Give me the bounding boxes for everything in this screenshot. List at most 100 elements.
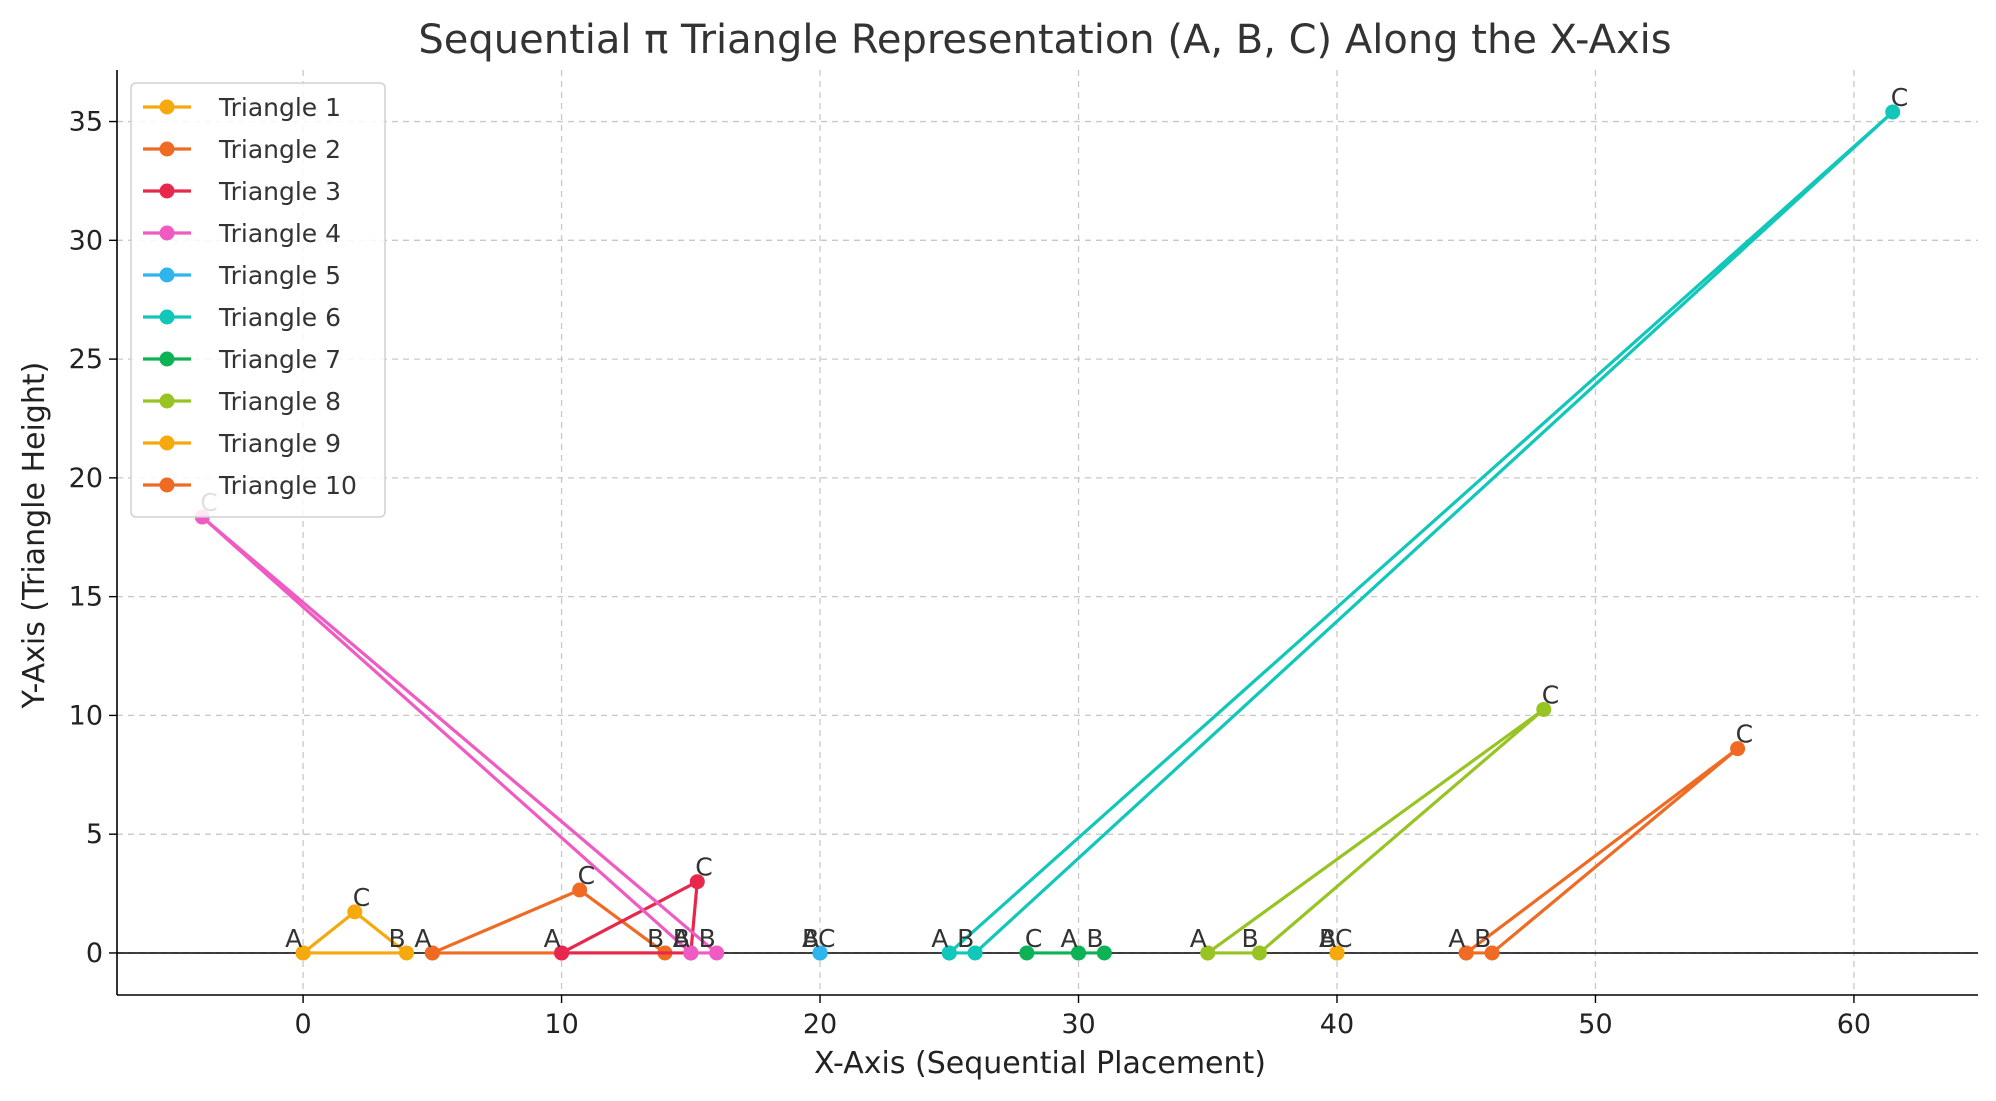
data-point [554,945,570,961]
y-tick-label: 5 [86,819,103,850]
point-labels-layer: ABCABCABCABCABCABCABCABCABCABC [200,83,1908,953]
data-point [683,945,699,961]
data-point [1071,945,1087,961]
x-tick-label: 30 [1061,1009,1095,1040]
legend-item: Triangle 3 [143,177,341,206]
series-triangle-8 [1200,701,1552,961]
series-triangle-7 [1019,945,1112,961]
point-label-a: A [1061,924,1078,953]
legend-swatch-marker [159,267,175,283]
legend-swatch-marker [159,183,175,199]
data-point [1484,945,1500,961]
series-layer [194,104,1901,961]
data-point [1536,701,1552,717]
series-triangle-1 [295,904,414,961]
data-point [967,945,983,961]
series-triangle-10 [1458,741,1746,961]
point-label-c: C [1025,924,1042,953]
point-label-b: B [802,924,819,953]
point-label-b: B [1241,924,1258,953]
legend-label: Triangle 3 [218,177,341,206]
data-point [1458,945,1474,961]
point-label-b: B [1474,924,1491,953]
legend-item: Triangle 6 [143,303,341,332]
legend-label: Triangle 10 [218,471,357,500]
legend-swatch-marker [159,309,175,325]
point-label-c: C [353,883,370,912]
data-point [1019,945,1035,961]
series-triangle-5 [812,945,828,961]
y-tick-label: 0 [86,938,103,969]
data-point [1251,945,1267,961]
legend-item: Triangle 9 [143,429,341,458]
data-point [941,945,957,961]
point-label-a: A [1190,924,1207,953]
legend-item: Triangle 4 [143,219,341,248]
series-line [302,910,409,955]
x-tick-label: 60 [1837,1009,1871,1040]
point-label-b: B [647,924,664,953]
legend-label: Triangle 6 [218,303,341,332]
x-tick-label: 20 [803,1009,837,1040]
x-tick-label: 10 [544,1009,578,1040]
x-tick-label: 50 [1578,1009,1612,1040]
x-axis-label: X-Axis (Sequential Placement) [814,1046,1266,1081]
legend-label: Triangle 2 [218,135,341,164]
point-label-c: C [1335,924,1352,953]
legend-label: Triangle 5 [218,261,341,290]
legend-item: Triangle 7 [143,345,341,374]
legend-label: Triangle 8 [218,387,341,416]
legend-swatch-marker [159,225,175,241]
point-label-a: A [1319,924,1336,953]
y-tick-label: 20 [69,463,103,494]
data-point [1096,945,1112,961]
data-point [1200,945,1216,961]
legend-item: Triangle 10 [143,471,357,500]
point-label-a: A [802,924,819,953]
series-line [948,110,1895,955]
legend-label: Triangle 7 [218,345,341,374]
legend-item: Triangle 2 [143,135,341,164]
series-triangle-4 [194,509,725,961]
series-line [200,515,719,955]
point-label-a: A [931,924,948,953]
y-tick-label: 30 [69,225,103,256]
x-tick-label: 0 [295,1009,312,1040]
data-point [424,945,440,961]
point-label-b: B [957,924,974,953]
legend-swatch-marker [159,393,175,409]
legend: Triangle 1 Triangle 2 Triangle 3 Triangle 4… [130,82,386,518]
data-point [572,882,588,898]
point-label-c: C [578,861,595,890]
series-line [1206,707,1546,955]
series-triangle-6 [941,104,1901,961]
legend-swatch-marker [159,351,175,367]
x-tick-label: 40 [1320,1009,1354,1040]
legend-item: Triangle 5 [143,261,341,290]
data-point [398,945,414,961]
point-label-c: C [1542,680,1559,709]
chart-title: Sequential π Triangle Representation (A,… [418,17,1671,63]
data-point [1730,741,1746,757]
point-label-a: A [414,924,431,953]
y-axis-label: Y-Axis (Triangle Height) [17,362,52,710]
legend-label: Triangle 4 [218,219,341,248]
point-label-c: C [695,853,712,882]
y-tick-label: 10 [69,700,103,731]
legend-item: Triangle 8 [143,387,341,416]
point-label-c: C [1891,83,1908,112]
series-line [1465,747,1740,955]
legend-swatch-marker [159,477,175,493]
y-tick-label: 35 [69,107,103,138]
point-label-b: B [1319,924,1336,953]
data-point [689,874,705,890]
series-line [560,880,699,955]
legend-label: Triangle 1 [218,93,341,122]
grid-layer [117,70,1978,995]
legend-swatch-marker [159,141,175,157]
series-triangle-9 [1329,945,1345,961]
data-point [709,945,725,961]
point-label-c: C [1736,720,1753,749]
legend-swatch-marker [159,435,175,451]
